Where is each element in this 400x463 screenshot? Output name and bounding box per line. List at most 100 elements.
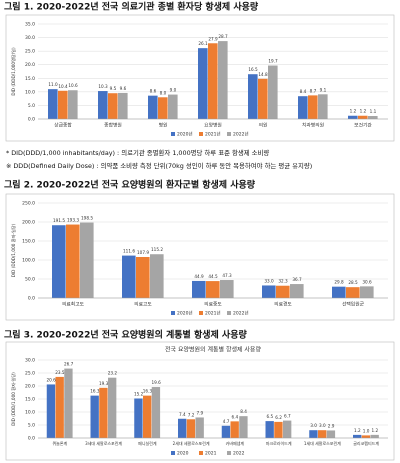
data-label: 1.2 bbox=[360, 109, 367, 114]
bar bbox=[221, 425, 231, 438]
footnote: ※ DDD(Defined Daily Dose) : 의약품 소비량 측정 단… bbox=[6, 161, 312, 170]
bar bbox=[108, 377, 117, 438]
bar bbox=[136, 256, 150, 298]
data-label: 28.5 bbox=[348, 280, 358, 285]
data-label: 10.4 bbox=[58, 84, 68, 89]
data-label: 115.2 bbox=[151, 247, 163, 252]
bar bbox=[68, 90, 78, 119]
data-label: 9.6 bbox=[120, 86, 127, 91]
data-label: 44.5 bbox=[208, 274, 218, 279]
y-tick-label: 5.0 bbox=[28, 103, 35, 109]
y-tick-label: 100.0 bbox=[22, 258, 35, 264]
bar bbox=[108, 93, 118, 119]
x-tick-label: 카바페넴계 bbox=[226, 440, 245, 446]
bar bbox=[46, 384, 56, 438]
y-tick-label: 15.0 bbox=[25, 397, 35, 403]
bar bbox=[308, 95, 318, 119]
bar bbox=[218, 41, 228, 119]
bar bbox=[198, 48, 208, 119]
data-label: 30.6 bbox=[362, 279, 372, 284]
bar bbox=[239, 416, 248, 438]
y-tick-label: 10.0 bbox=[25, 410, 35, 416]
y-axis-label: DID (DDD/1,000 환자-일당) bbox=[10, 372, 17, 426]
y-tick-label: 0.0 bbox=[28, 117, 35, 123]
bar bbox=[66, 224, 80, 298]
y-axis-label: DID (DDD/1,000명당/일) bbox=[10, 47, 16, 96]
data-label: 44.9 bbox=[194, 274, 204, 279]
bar bbox=[134, 398, 143, 438]
bar bbox=[151, 387, 161, 438]
bar bbox=[220, 280, 234, 298]
data-label: 27.9 bbox=[208, 36, 218, 41]
data-label: 32.3 bbox=[278, 279, 288, 284]
y-tick-label: 15.0 bbox=[25, 76, 35, 82]
bar bbox=[326, 430, 336, 438]
data-label: 6.7 bbox=[284, 414, 291, 419]
data-label: 15.2 bbox=[134, 391, 144, 396]
y-tick-label: 5.0 bbox=[28, 423, 35, 429]
chart-title: 전국 요양병원의 계통별 항생제 사용량 bbox=[165, 346, 261, 354]
data-label: 23.2 bbox=[108, 371, 118, 376]
figure-caption: 그림 3. 2020-2022년 전국 요양병원의 계통별 항생제 사용량 bbox=[4, 329, 247, 341]
bar bbox=[208, 43, 218, 120]
figure-caption: 그림 1. 2020-2022년 전국 의료기관 종별 환자당 항생제 사용량 bbox=[4, 1, 259, 13]
bar bbox=[318, 430, 327, 438]
bar bbox=[64, 368, 73, 438]
bar bbox=[318, 94, 328, 119]
data-label: 19.7 bbox=[268, 59, 278, 64]
y-tick-label: 20.0 bbox=[25, 62, 35, 68]
bar bbox=[332, 286, 346, 298]
data-label: 11.0 bbox=[48, 82, 58, 87]
x-tick-label: 의원 bbox=[259, 122, 268, 129]
bar bbox=[309, 430, 318, 438]
bar bbox=[143, 395, 152, 438]
data-label: 8.0 bbox=[160, 90, 167, 95]
data-label: 193.3 bbox=[67, 218, 79, 223]
bar bbox=[370, 434, 379, 438]
bar bbox=[48, 89, 58, 119]
legend-swatch bbox=[171, 132, 175, 136]
bar bbox=[99, 387, 108, 438]
x-tick-label: 의료경도 bbox=[274, 301, 292, 308]
data-label: 47.3 bbox=[222, 273, 232, 278]
data-label: 7.2 bbox=[188, 412, 195, 417]
data-label: 9.5 bbox=[110, 86, 117, 91]
x-tick-label: 의료고도 bbox=[134, 301, 152, 308]
bar bbox=[195, 417, 204, 438]
data-label: 1.2 bbox=[354, 428, 361, 433]
y-tick-label: 30.0 bbox=[25, 35, 35, 41]
legend-swatch bbox=[227, 132, 231, 136]
data-label: 1.1 bbox=[370, 109, 377, 114]
y-tick-label: 10.0 bbox=[25, 89, 35, 95]
x-tick-label: 종합병원 bbox=[104, 122, 122, 129]
bar bbox=[298, 96, 308, 119]
data-label: 20.6 bbox=[46, 377, 56, 382]
bar bbox=[348, 115, 358, 119]
bar bbox=[122, 255, 136, 298]
legend-label: 2022년 bbox=[233, 131, 249, 138]
data-label: 3.0 bbox=[319, 423, 326, 428]
data-label: 7.9 bbox=[197, 410, 204, 415]
data-label: 14.8 bbox=[258, 72, 268, 77]
bar bbox=[98, 91, 108, 119]
x-tick-label: 보건기관 bbox=[354, 122, 372, 129]
bar bbox=[258, 78, 268, 119]
bar bbox=[150, 254, 164, 298]
data-label: 1.2 bbox=[350, 109, 357, 114]
bar bbox=[361, 435, 371, 438]
legend-label: 2021년 bbox=[205, 310, 221, 317]
bar bbox=[368, 116, 378, 119]
footnote: * DID(DDD/1,000 inhabitants/day) : 의료기관 … bbox=[6, 148, 269, 157]
data-label: 23.5 bbox=[55, 370, 65, 375]
bar bbox=[274, 421, 283, 438]
data-label: 19.6 bbox=[151, 380, 161, 385]
legend-swatch bbox=[171, 451, 175, 455]
y-tick-label: 250.0 bbox=[22, 201, 35, 207]
bar bbox=[268, 65, 278, 119]
data-label: 10.6 bbox=[68, 83, 78, 88]
figure-caption: 그림 2. 2020-2022년 전국 요양병원의 환자군별 항생제 사용량 bbox=[4, 179, 256, 191]
y-tick-label: 25.0 bbox=[25, 49, 35, 55]
legend-label: 2022년 bbox=[233, 310, 249, 317]
bar bbox=[148, 95, 158, 119]
data-label: 10.3 bbox=[98, 84, 108, 89]
